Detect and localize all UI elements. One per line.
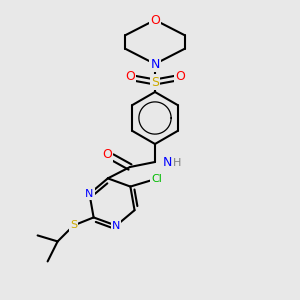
Text: H: H bbox=[173, 158, 182, 168]
Text: N: N bbox=[112, 220, 120, 231]
Text: S: S bbox=[151, 76, 159, 88]
Text: N: N bbox=[163, 155, 172, 169]
Text: O: O bbox=[150, 14, 160, 26]
Text: O: O bbox=[175, 70, 185, 83]
Text: N: N bbox=[150, 58, 160, 70]
Text: Cl: Cl bbox=[151, 174, 162, 184]
Text: O: O bbox=[125, 70, 135, 83]
Text: O: O bbox=[102, 148, 112, 160]
Text: N: N bbox=[85, 189, 94, 199]
Text: S: S bbox=[70, 220, 77, 230]
